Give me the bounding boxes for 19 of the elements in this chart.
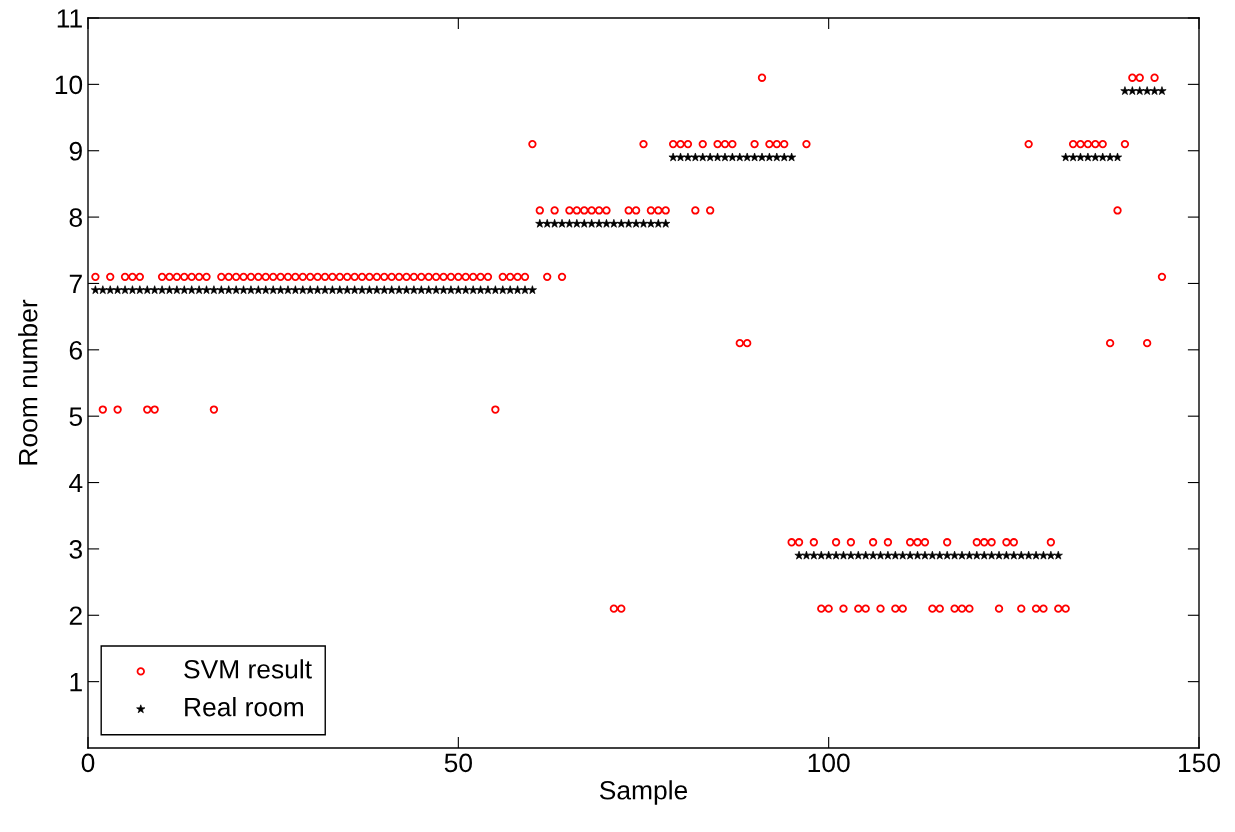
x-tick-label: 100 [808, 753, 850, 773]
y-tick-label: 1 [70, 673, 82, 692]
y-tick-label: 7 [69, 274, 82, 294]
y-tick-label: 9 [69, 141, 82, 161]
y-axis-title: Room number [18, 299, 38, 465]
legend-label: Real room [185, 697, 303, 717]
x-axis-title: Sample [599, 780, 688, 805]
y-tick-label: 6 [69, 340, 82, 360]
y-tick-label: 11 [57, 9, 82, 28]
x-tick-label: 150 [1179, 753, 1220, 773]
y-tick-label: 5 [69, 407, 83, 426]
y-tick-label: 3 [69, 540, 82, 559]
y-tick-label: 2 [69, 606, 82, 625]
x-tick-label: 50 [444, 753, 472, 773]
x-tick-label: 0 [81, 753, 95, 773]
y-tick-label: 4 [69, 473, 83, 493]
y-tick-label: 10 [55, 75, 83, 95]
legend-label: SVM result [184, 659, 312, 679]
y-tick-label: 8 [69, 208, 82, 227]
